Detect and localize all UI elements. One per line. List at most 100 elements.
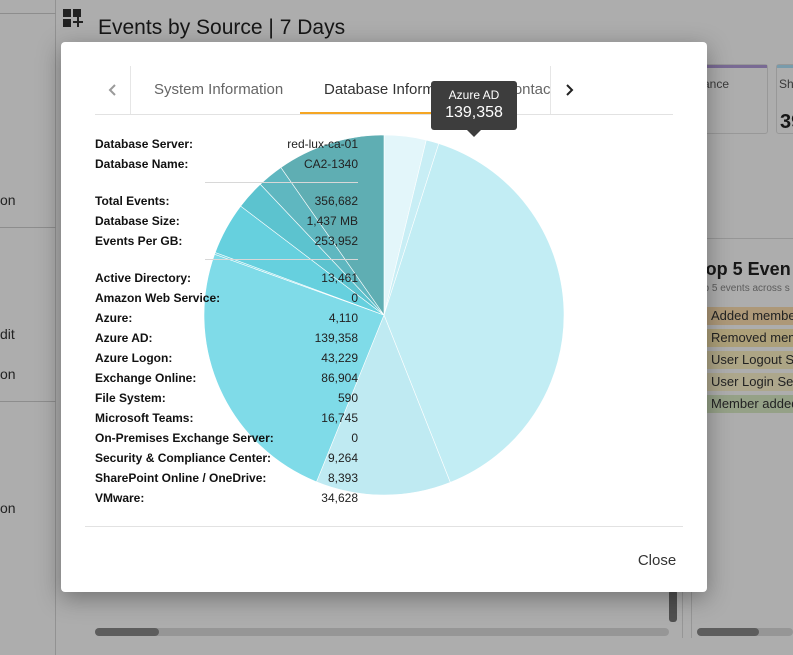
card-title: Sh xyxy=(779,77,793,91)
close-button[interactable]: Close xyxy=(637,552,677,569)
tooltip-label: Azure AD xyxy=(448,88,500,102)
divider xyxy=(205,259,358,260)
info-label: Microsoft Teams: xyxy=(95,411,194,425)
info-label: Database Name: xyxy=(95,157,189,171)
nav-divider xyxy=(0,401,56,402)
event-bar[interactable]: User Logout S xyxy=(706,351,793,369)
stat-card[interactable]: ance xyxy=(700,64,768,134)
info-row: SharePoint Online / OneDrive: 8,393 xyxy=(95,468,358,488)
info-value: 43,229 xyxy=(321,351,358,365)
info-value: 34,628 xyxy=(321,491,358,505)
info-label: VMware: xyxy=(95,491,145,505)
info-row: Azure: 4,110 xyxy=(95,308,358,328)
info-row: On-Premises Exchange Server: 0 xyxy=(95,428,358,448)
event-bar[interactable]: Member added xyxy=(706,395,793,413)
card-accent-bar xyxy=(777,65,793,68)
info-value: 0 xyxy=(351,431,358,445)
info-row: VMware: 34,628 xyxy=(95,488,358,508)
info-row: Events Per GB: 253,952 xyxy=(95,231,358,251)
info-value: 86,904 xyxy=(321,371,358,385)
info-value: 8,393 xyxy=(327,471,358,485)
info-value: 253,952 xyxy=(314,234,358,248)
info-row: Exchange Online: 86,904 xyxy=(95,368,358,388)
panel-title: Top 5 Even xyxy=(696,259,791,279)
pie-slice-azure-logon[interactable] xyxy=(316,314,451,496)
nav-item-fragment[interactable]: dit xyxy=(0,326,15,342)
info-value: 1,437 MB xyxy=(306,214,358,228)
nav-item-fragment[interactable]: on xyxy=(0,192,16,208)
info-label: Amazon Web Service: xyxy=(95,291,221,305)
info-row: Azure Logon: 43,229 xyxy=(95,348,358,368)
add-widget-icon[interactable] xyxy=(63,9,83,29)
info-row: Database Server: red-lux-ca-01 xyxy=(95,134,358,154)
info-label: Database Size: xyxy=(95,214,180,228)
card-accent-bar xyxy=(701,65,767,68)
info-row: Microsoft Teams: 16,745 xyxy=(95,408,358,428)
info-label: Events Per GB: xyxy=(95,234,183,248)
horizontal-scrollbar[interactable] xyxy=(697,628,793,636)
tab-scroll-left-button[interactable] xyxy=(95,66,131,114)
top5-events-panel: Top 5 Even op 5 events across s Added me… xyxy=(692,238,793,638)
tooltip-pointer xyxy=(467,130,481,137)
info-row: Security & Compliance Center: 9,264 xyxy=(95,448,358,468)
panel-divider xyxy=(682,590,683,638)
info-label: On-Premises Exchange Server: xyxy=(95,431,274,445)
info-label: SharePoint Online / OneDrive: xyxy=(95,471,267,485)
info-label: Azure: xyxy=(95,311,133,325)
info-value: 16,745 xyxy=(321,411,358,425)
info-label: Database Server: xyxy=(95,137,194,151)
events-by-source-pie-chart[interactable] xyxy=(204,135,564,497)
info-value: 13,461 xyxy=(321,271,358,285)
info-value: red-lux-ca-01 xyxy=(287,137,358,151)
chevron-right-icon xyxy=(565,84,573,96)
database-info-dialog: System Information Database Information … xyxy=(61,42,707,592)
panel-subtitle: op 5 events across s xyxy=(698,283,790,294)
scrollbar-thumb[interactable] xyxy=(95,628,159,636)
info-value: 9,264 xyxy=(327,451,358,465)
info-label: Total Events: xyxy=(95,194,170,208)
info-label: Active Directory: xyxy=(95,271,192,285)
info-row: Total Events: 356,682 xyxy=(95,191,358,211)
stat-card[interactable]: Sh 39 xyxy=(776,64,793,134)
info-row: Active Directory: 13,461 xyxy=(95,268,358,288)
info-row: Amazon Web Service: 0 xyxy=(95,288,358,308)
left-navigation: on dit on on xyxy=(0,0,56,655)
event-bar[interactable]: Removed mem xyxy=(706,329,793,347)
info-label: File System: xyxy=(95,391,166,405)
nav-divider xyxy=(0,227,56,228)
nav-item-fragment[interactable]: on xyxy=(0,500,16,516)
source-list: Active Directory: 13,461 Amazon Web Servic… xyxy=(95,268,358,508)
info-row: File System: 590 xyxy=(95,388,358,408)
event-bar[interactable]: Added membe xyxy=(706,307,793,325)
tab-scroll-right-button[interactable] xyxy=(550,66,586,114)
chart-tooltip: Azure AD 139,358 xyxy=(431,81,517,137)
page-title: Events by Source | 7 Days xyxy=(98,16,346,39)
info-row: Database Name: CA2-1340 xyxy=(95,154,358,174)
horizontal-scrollbar[interactable] xyxy=(95,628,669,636)
info-row: Database Size: 1,437 MB xyxy=(95,211,358,231)
vertical-scrollbar-thumb[interactable] xyxy=(669,590,677,622)
info-value: CA2-1340 xyxy=(303,157,358,171)
pie-slice-vmware[interactable] xyxy=(280,135,385,316)
tab-system-information[interactable]: System Information xyxy=(154,81,284,98)
info-label: Exchange Online: xyxy=(95,371,197,385)
info-value: 0 xyxy=(351,291,358,305)
info-value: 356,682 xyxy=(314,194,358,208)
info-label: Azure AD: xyxy=(95,331,153,345)
info-value: 590 xyxy=(337,391,358,405)
info-value: 139,358 xyxy=(314,331,358,345)
nav-divider xyxy=(0,13,56,14)
footer-divider xyxy=(85,526,683,527)
pie-slice-azure-ad[interactable] xyxy=(383,143,564,483)
info-value: 4,110 xyxy=(328,311,358,325)
pie-slice-exchange-online[interactable] xyxy=(204,253,385,483)
database-info-list: Database Server: red-lux-ca-01 Database N… xyxy=(95,134,358,508)
divider xyxy=(205,182,358,183)
tab-bar: System Information Database Information … xyxy=(95,66,673,115)
card-value: 39 xyxy=(780,111,793,133)
event-bar[interactable]: User Login Se xyxy=(706,373,793,391)
nav-item-fragment[interactable]: on xyxy=(0,366,16,382)
info-label: Azure Logon: xyxy=(95,351,173,365)
chevron-left-icon xyxy=(108,84,116,96)
scrollbar-thumb[interactable] xyxy=(697,628,759,636)
